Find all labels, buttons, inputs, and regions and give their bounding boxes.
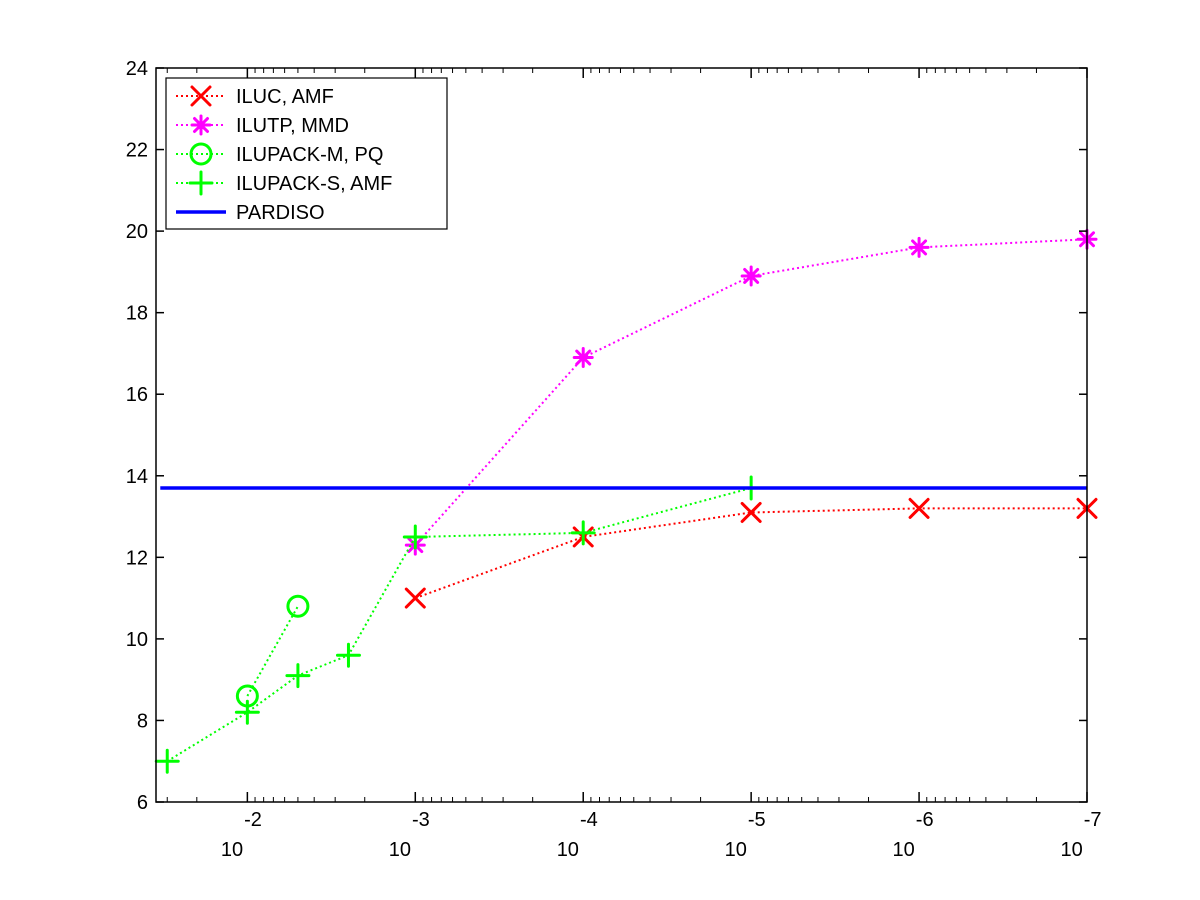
x-tick-label: 10-5 [725, 809, 766, 861]
x-tick-label: 10-3 [389, 809, 430, 861]
data-point-ilutp-mmd [740, 265, 762, 287]
data-point-ilutp-mmd [908, 236, 930, 258]
legend-marker [188, 170, 214, 196]
x-tick-label: 10-4 [557, 809, 598, 861]
data-point-ilupack-s-amf [285, 663, 311, 689]
legend: ILUC, AMF ILUTP, MMD ILUPACK-M, PQ ILUPACK-… [165, 77, 448, 230]
legend-label: ILUPACK-M, PQ [236, 144, 383, 166]
y-tick-label: 18 [126, 303, 148, 325]
legend-entry-ilupack-s-amf: ILUPACK-S, AMF [176, 170, 392, 196]
data-point-ilupack-s-amf [234, 699, 260, 725]
y-tick-label: 22 [126, 140, 148, 162]
x-tick-label: 10-7 [1060, 809, 1101, 861]
legend-label: ILUTP, MMD [236, 115, 349, 137]
data-point-iluc-amf [404, 587, 426, 609]
x-tick-label: 10-2 [221, 809, 262, 861]
data-point-ilupack-m-pq [286, 594, 310, 618]
legend-entry-ilutp-mmd: ILUTP, MMD [176, 114, 349, 137]
legend-marker [190, 85, 212, 107]
y-tick-label: 20 [126, 221, 148, 243]
legend-marker [189, 142, 213, 166]
y-tick-label: 12 [126, 547, 148, 569]
y-tick-label: 24 [126, 58, 148, 80]
plot-frame [155, 67, 1088, 803]
data-point-ilupack-s-amf [335, 642, 361, 668]
y-tick-label: 14 [126, 466, 148, 488]
data-point-ilupack-s-amf [154, 748, 180, 774]
legend-marker [190, 114, 212, 136]
legend-label: ILUPACK-S, AMF [236, 173, 392, 195]
data-point-ilutp-mmd [572, 347, 594, 369]
y-tick-label: 10 [126, 629, 148, 651]
x-tick-label: 10-6 [893, 809, 934, 861]
y-tick-label: 6 [137, 792, 148, 814]
data-point-iluc-amf [908, 497, 930, 519]
series-line-ilupack-m-pq [246, 605, 299, 697]
legend-label: ILUC, AMF [236, 86, 334, 108]
data-point-iluc-amf [740, 501, 762, 523]
series-ilupack-s-amf [154, 475, 764, 774]
y-tick-label: 8 [137, 710, 148, 732]
legend-entry-iluc-amf: ILUC, AMF [176, 85, 334, 108]
axes-layer: 6 8 10 12 14 16 18 20 22 24 10-2 10-3 10-4 10-5 10-6 10… [126, 58, 1102, 861]
legend-entry-ilupack-m-pq: ILUPACK-M, PQ [176, 142, 383, 166]
data-point-ilupack-s-amf [402, 524, 428, 550]
legend-entry-pardiso: PARDISO [176, 202, 325, 224]
y-tick-label: 16 [126, 384, 148, 406]
legend-label: PARDISO [236, 202, 325, 224]
data-point-ilupack-s-amf [570, 520, 596, 546]
